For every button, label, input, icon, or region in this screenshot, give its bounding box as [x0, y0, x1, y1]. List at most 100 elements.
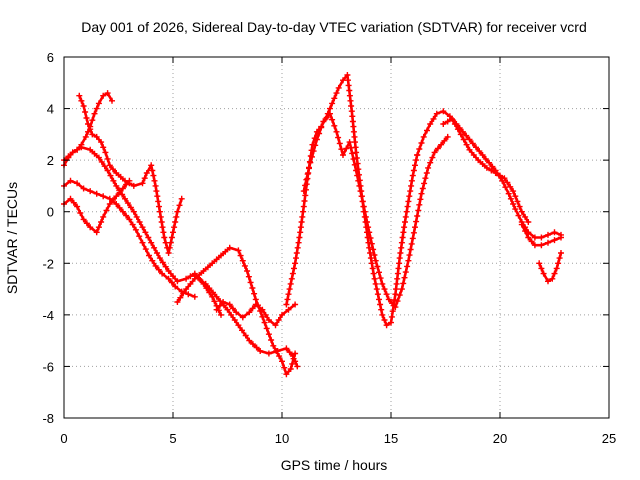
data-point: [483, 164, 490, 171]
data-point: [95, 154, 102, 161]
data-point: [551, 270, 558, 277]
chart-title: Day 001 of 2026, Sidereal Day-to-day VTE…: [81, 19, 587, 35]
series-arc-14: [536, 250, 564, 285]
data-point: [299, 213, 306, 220]
data-point: [78, 97, 85, 104]
data-point: [74, 180, 81, 187]
data-point: [222, 248, 229, 255]
data-point: [302, 182, 309, 189]
data-point: [372, 280, 379, 287]
data-point: [323, 114, 330, 121]
y-axis-label: SDTVAR / TECUs: [4, 182, 20, 294]
data-point: [82, 109, 89, 115]
data-point: [404, 263, 411, 270]
data-point: [185, 291, 192, 298]
data-point: [393, 286, 399, 293]
data-point: [213, 256, 220, 263]
data-point: [89, 131, 96, 138]
data-point: [351, 133, 358, 140]
data-point: [292, 358, 299, 365]
data-point: [119, 191, 126, 198]
data-point: [279, 311, 285, 318]
data-point: [159, 270, 166, 277]
y-tick-label: 2: [47, 153, 54, 168]
data-point: [549, 275, 556, 282]
data-point: [80, 103, 87, 109]
data-point: [272, 322, 279, 329]
data-point: [378, 306, 385, 313]
data-point: [306, 165, 312, 172]
data-point: [126, 180, 133, 187]
data-point: [174, 278, 181, 285]
data-point: [558, 250, 564, 256]
data-point: [346, 92, 353, 99]
data-point: [93, 229, 100, 236]
data-point: [504, 179, 511, 186]
data-point: [67, 195, 74, 202]
data-point: [126, 216, 133, 223]
data-point: [145, 234, 152, 241]
data-point: [156, 208, 163, 215]
data-point: [142, 229, 149, 236]
data-point: [281, 364, 288, 371]
data-point: [353, 155, 360, 161]
data-point: [431, 149, 438, 156]
data-point: [347, 144, 354, 151]
data-point: [394, 298, 401, 305]
data-point: [87, 224, 94, 231]
series-arc-8: [213, 299, 299, 329]
data-point: [174, 208, 181, 215]
data-point: [350, 128, 357, 135]
data-point: [226, 244, 233, 251]
data-point: [430, 115, 437, 122]
data-point: [286, 286, 293, 293]
data-point: [152, 182, 159, 189]
data-point: [406, 252, 413, 259]
data-point: [418, 140, 425, 146]
data-point: [149, 257, 156, 264]
data-point: [303, 176, 310, 183]
data-point: [394, 275, 401, 282]
data-point: [371, 275, 378, 282]
data-point: [395, 265, 402, 272]
data-point: [408, 240, 415, 247]
data-point: [347, 97, 354, 104]
data-point: [501, 175, 508, 182]
data-point: [168, 279, 175, 286]
data-point: [165, 250, 172, 256]
data-point: [103, 207, 110, 214]
data-point: [241, 262, 248, 269]
data-point: [309, 153, 315, 160]
data-point: [151, 244, 158, 251]
data-point: [350, 123, 357, 130]
data-point: [100, 213, 107, 220]
data-point: [127, 204, 134, 211]
data-point: [229, 305, 236, 312]
data-point: [449, 115, 455, 122]
y-tick-label: 4: [47, 102, 54, 117]
data-point: [304, 171, 311, 178]
data-point: [391, 296, 398, 303]
data-point: [174, 299, 181, 305]
data-point: [396, 255, 403, 262]
data-point: [454, 126, 461, 133]
data-point: [353, 167, 360, 174]
data-point: [110, 177, 117, 184]
data-point: [351, 161, 358, 168]
data-point: [300, 188, 307, 195]
data-point: [224, 306, 231, 313]
data-point: [113, 201, 120, 207]
data-point: [479, 152, 486, 158]
y-tick-label: -2: [42, 256, 54, 271]
data-point: [345, 77, 351, 84]
data-point: [143, 170, 150, 176]
data-point: [401, 224, 408, 231]
x-axis-label: GPS time / hours: [281, 457, 388, 473]
data-point: [318, 124, 325, 131]
data-point: [209, 260, 216, 267]
data-point: [156, 203, 162, 210]
data-point: [274, 348, 281, 354]
data-point: [100, 144, 107, 151]
data-point: [124, 200, 131, 207]
